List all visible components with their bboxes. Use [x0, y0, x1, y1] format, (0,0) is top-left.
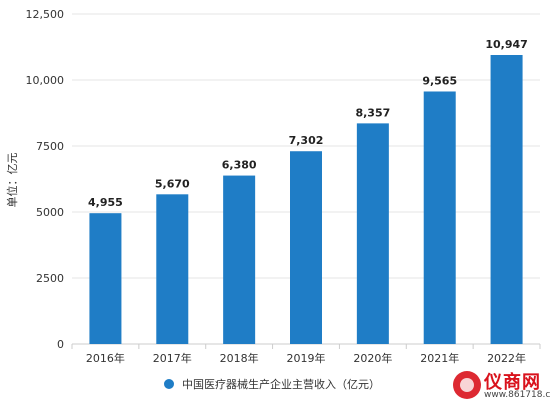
x-tick-label: 2022年: [487, 351, 526, 365]
bar-2021年: [423, 91, 456, 344]
bar-2019年: [290, 151, 322, 344]
x-tick-label: 2018年: [220, 351, 259, 365]
brand-url: www.861718.com: [484, 390, 550, 400]
legend-marker: [164, 379, 174, 389]
y-tick-label: 10,000: [26, 74, 65, 87]
y-axis-label: 单位：亿元: [5, 153, 19, 208]
data-label: 7,302: [289, 134, 324, 147]
legend-label: 中国医疗器械生产企业主营收入（亿元）: [182, 377, 380, 391]
brand-logo: [453, 371, 481, 399]
bar-2016年: [89, 213, 122, 344]
y-tick-label: 2500: [36, 272, 64, 285]
x-tick-label: 2019年: [287, 351, 326, 365]
data-label: 5,670: [155, 177, 190, 190]
x-axis-ticks: 2016年 2017年 2018年 2019年 2020年 2021年 2022年: [71, 344, 541, 365]
bar-2017年: [156, 194, 189, 344]
y-tick-label: 7500: [36, 140, 64, 153]
data-label: 10,947: [485, 38, 527, 51]
y-tick-label: 0: [57, 338, 64, 351]
legend: 中国医疗器械生产企业主营收入（亿元）: [164, 377, 380, 391]
y-tick-label: 12,500: [26, 8, 65, 21]
x-tick-label: 2016年: [86, 351, 125, 365]
data-labels: 4,955 5,670 6,380 7,302 8,357 9,565 10,947: [88, 38, 528, 209]
bar-2022年: [490, 54, 523, 344]
bar-2018年: [223, 175, 256, 344]
y-tick-label: 5000: [36, 206, 64, 219]
x-tick-label: 2020年: [353, 351, 392, 365]
bar-2020年: [356, 123, 389, 344]
brand-name: 仪商网: [484, 372, 541, 393]
data-label: 4,955: [88, 196, 123, 209]
y-axis-ticks: 0 2500 5000 7500 10,000 12,500: [26, 8, 65, 351]
bars: [89, 54, 523, 344]
x-tick-label: 2017年: [153, 351, 192, 365]
data-label: 9,565: [422, 74, 457, 87]
data-label: 6,380: [222, 159, 257, 172]
x-tick-label: 2021年: [420, 351, 459, 365]
data-label: 8,357: [355, 106, 390, 119]
